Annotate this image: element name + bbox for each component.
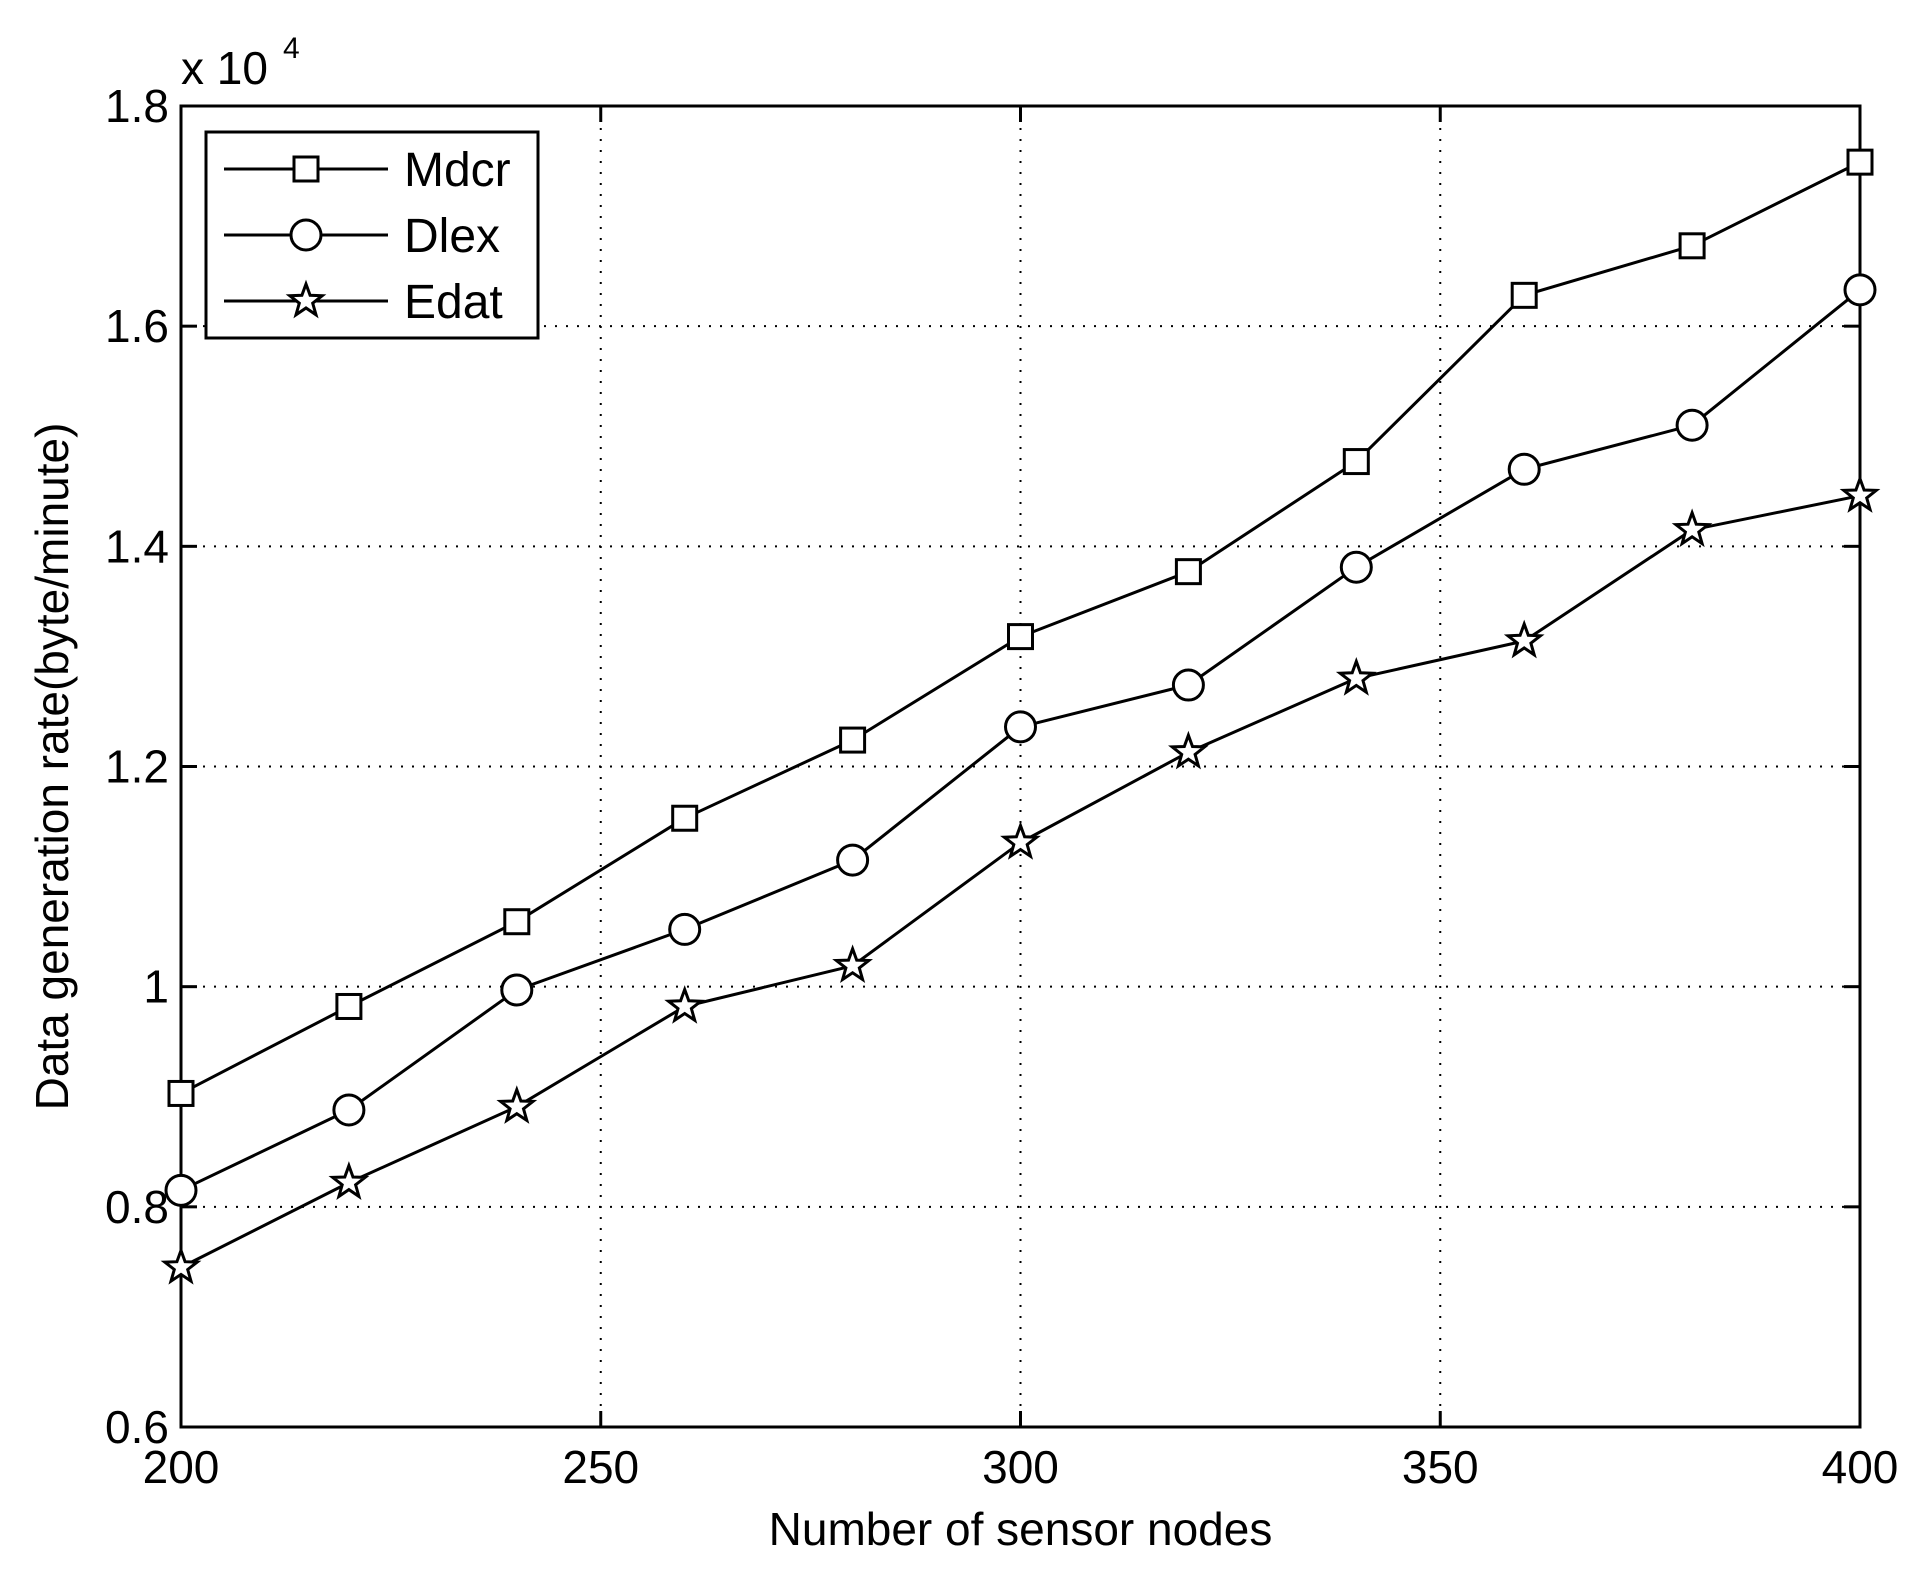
legend-label: Edat xyxy=(404,276,503,329)
data-point xyxy=(164,1173,198,1207)
y-axis-title: Data generation rate(byte/minute) xyxy=(26,423,78,1111)
data-point xyxy=(160,1246,202,1285)
data-point xyxy=(1843,273,1877,307)
data-point xyxy=(1339,550,1373,584)
data-point xyxy=(332,1093,366,1127)
y-tick-label: 1.6 xyxy=(105,300,169,352)
tick-layer: 200 250 300 350 400 0.6 0.8 1 1.2 1.4 1.6 1.8 xyxy=(105,80,1898,1493)
y-tick-label: 1.4 xyxy=(105,520,169,572)
data-point xyxy=(335,992,363,1020)
legend-item-edat: Edat xyxy=(224,276,503,329)
legend-label: Dlex xyxy=(404,210,500,263)
data-point xyxy=(1171,668,1205,702)
data-point xyxy=(1335,656,1377,696)
data-point xyxy=(1678,232,1706,260)
data-point xyxy=(836,843,870,877)
data-point xyxy=(832,944,873,984)
data-point xyxy=(1007,623,1034,651)
data-point xyxy=(671,804,699,832)
legend-item-mdcr: Mdcr xyxy=(224,144,511,197)
series-edat xyxy=(160,474,1881,1285)
data-point xyxy=(664,985,706,1024)
data-point xyxy=(1846,148,1874,176)
data-point xyxy=(1342,448,1370,476)
legend: Mdcr Dlex Edat xyxy=(204,130,540,340)
y-tick-label: 1.8 xyxy=(105,80,169,132)
data-point xyxy=(1503,619,1545,659)
x-tick-label: 400 xyxy=(1822,1441,1899,1493)
y-tick-label: 0.6 xyxy=(105,1401,169,1453)
legend-label: Mdcr xyxy=(404,144,511,197)
data-point xyxy=(1004,710,1037,744)
grid-layer xyxy=(181,106,1860,1427)
x-tick-label: 200 xyxy=(143,1441,220,1493)
data-point xyxy=(496,1085,538,1124)
x-axis-title: Number of sensor nodes xyxy=(769,1503,1273,1555)
data-point xyxy=(503,908,531,936)
y-multiplier-exponent: 4 xyxy=(283,32,300,65)
data-point xyxy=(1671,508,1713,548)
series-layer xyxy=(160,148,1881,1285)
y-tick-label: 0.8 xyxy=(105,1181,169,1233)
legend-marker xyxy=(292,155,320,183)
data-point xyxy=(668,912,702,946)
data-point xyxy=(1675,408,1709,442)
data-point xyxy=(1839,474,1881,513)
data-point xyxy=(167,1079,195,1107)
y-tick-label: 1 xyxy=(143,961,169,1013)
y-tick-label: 1.2 xyxy=(105,741,169,793)
data-point xyxy=(1510,281,1538,309)
data-point xyxy=(839,726,867,754)
series-dlex xyxy=(164,273,1877,1207)
data-point xyxy=(328,1161,370,1200)
x-tick-label: 300 xyxy=(982,1441,1059,1493)
data-point xyxy=(1507,452,1541,486)
legend-item-dlex: Dlex xyxy=(224,210,500,263)
x-tick-label: 250 xyxy=(562,1441,639,1493)
series-mdcr xyxy=(167,148,1874,1107)
y-axis-multiplier: x 10 4 xyxy=(181,32,300,94)
legend-marker xyxy=(285,279,327,319)
data-point xyxy=(1168,730,1209,770)
data-point xyxy=(1000,821,1041,860)
y-multiplier-base: x 10 xyxy=(181,42,268,94)
data-point xyxy=(1174,558,1202,586)
x-tick-label: 350 xyxy=(1402,1441,1479,1493)
legend-marker xyxy=(289,218,323,252)
data-point xyxy=(500,973,534,1007)
